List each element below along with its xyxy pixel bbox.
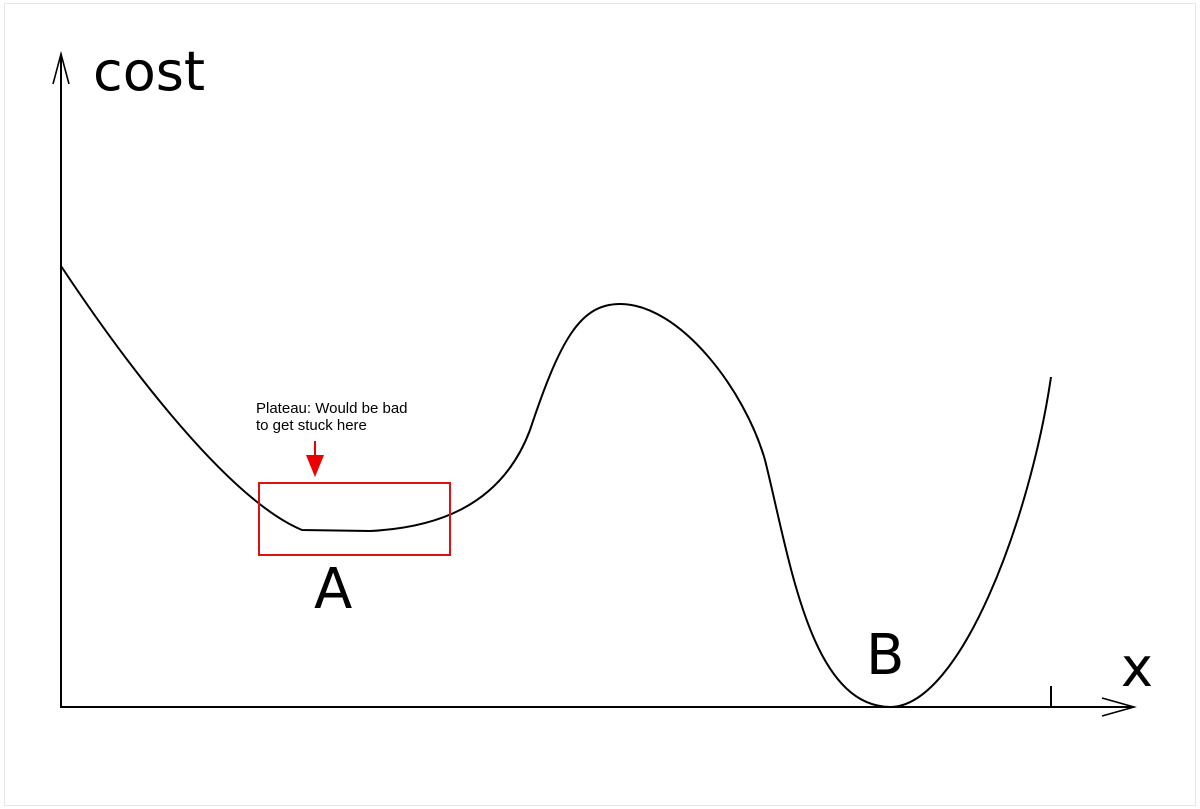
plateau-annotation-line-2: to get stuck here [256, 417, 367, 434]
cost-curve [60, 265, 1052, 709]
plateau-annotation-line-1: Plateau: Would be bad [256, 400, 408, 417]
y-axis-label: cost [93, 40, 205, 103]
diagram-frame [4, 3, 1196, 806]
y-axis-arrowhead [52, 50, 70, 85]
plateau-highlight-box [258, 482, 451, 556]
point-b-label: B [866, 623, 904, 688]
x-axis-label: x [1121, 636, 1153, 699]
x-axis-arrowhead [1101, 697, 1137, 717]
plateau-arrow-head [306, 455, 324, 477]
point-a-label: A [314, 557, 352, 622]
